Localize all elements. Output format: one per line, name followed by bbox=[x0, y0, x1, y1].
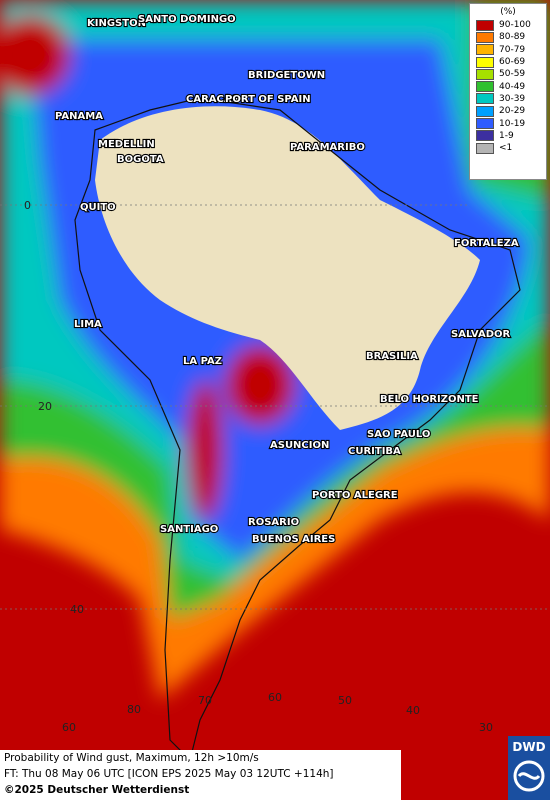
city-label: PORTO ALEGRE bbox=[312, 490, 398, 501]
legend-label: 10-19 bbox=[499, 118, 526, 129]
grid-label: 40 bbox=[406, 704, 420, 717]
legend-swatch bbox=[476, 81, 494, 93]
city-label: CARACAS bbox=[186, 94, 239, 105]
legend-label: 90-100 bbox=[499, 20, 531, 31]
legend-item: 10-19 bbox=[476, 117, 546, 130]
legend-label: 30-39 bbox=[499, 93, 526, 104]
legend-item: <1 bbox=[476, 142, 546, 154]
footer-line: FT: Thu 08 May 06 UTC [ICON EPS 2025 May… bbox=[4, 768, 334, 780]
legend-rows: 90-100 80-89 70-79 60-69 50-59 40-49 30-39 20-2… bbox=[470, 19, 546, 154]
city-label: BRIDGETOWN bbox=[248, 70, 325, 81]
city-label: ASUNCION bbox=[270, 440, 329, 451]
city-label: KINGSTON bbox=[87, 18, 146, 29]
footer: Probability of Wind gust, Maximum, 12h >… bbox=[0, 750, 401, 800]
copyright: ©2025 Deutscher Wetterdienst bbox=[4, 784, 190, 796]
city-label: BRASILIA bbox=[366, 351, 418, 362]
legend-swatch bbox=[476, 93, 494, 105]
grid-label: 50 bbox=[338, 694, 352, 707]
field-red bbox=[0, 15, 70, 95]
grid-label: 60 bbox=[268, 691, 282, 704]
city-label: LA PAZ bbox=[183, 356, 222, 367]
grid-label: 30 bbox=[479, 721, 493, 734]
legend-item: 30-39 bbox=[476, 93, 546, 105]
field-red bbox=[225, 345, 295, 425]
coastline bbox=[74, 97, 521, 762]
legend-item: 40-49 bbox=[476, 80, 546, 93]
land-low-probability bbox=[95, 106, 480, 430]
city-label: LIMA bbox=[74, 319, 102, 330]
city-label: PORT OF SPAIN bbox=[225, 94, 311, 105]
grid-label: 60 bbox=[62, 721, 76, 734]
city-label: SANTO DOMINGO bbox=[138, 14, 236, 25]
city-label: PARAMARIBO bbox=[290, 142, 365, 153]
city-label: SALVADOR bbox=[451, 329, 511, 340]
logo-text: DWD bbox=[512, 740, 546, 754]
legend-item: 80-89 bbox=[476, 31, 546, 43]
legend-item: 90-100 bbox=[476, 19, 546, 31]
legend-label: 50-59 bbox=[499, 69, 526, 80]
legend-label: 70-79 bbox=[499, 44, 526, 55]
legend-item: 70-79 bbox=[476, 44, 546, 56]
legend-label: 60-69 bbox=[499, 57, 526, 68]
city-label: ROSARIO bbox=[248, 517, 299, 528]
legend-swatch bbox=[476, 31, 494, 43]
grid-label: 70 bbox=[198, 694, 212, 707]
legend-label: 20-29 bbox=[499, 106, 526, 117]
grid-label: 80 bbox=[127, 703, 141, 716]
legend-item: 50-59 bbox=[476, 68, 546, 80]
field-red bbox=[187, 380, 223, 520]
city-label: MEDELLIN bbox=[98, 139, 155, 150]
legend-swatch bbox=[476, 130, 494, 142]
grid-label: 20 bbox=[38, 400, 52, 413]
legend-label: <1 bbox=[499, 143, 513, 154]
legend-title: (%) bbox=[500, 7, 516, 17]
city-label: BUENOS AIRES bbox=[252, 534, 335, 545]
city-label: SANTIAGO bbox=[160, 524, 218, 535]
city-label: CURITIBA bbox=[348, 446, 401, 457]
logo: DWD bbox=[508, 736, 550, 800]
legend-swatch bbox=[476, 118, 494, 130]
legend-swatch bbox=[476, 105, 494, 117]
legend-item: 60-69 bbox=[476, 56, 546, 68]
legend-label: 40-49 bbox=[499, 81, 526, 92]
legend-swatch bbox=[476, 44, 494, 56]
footer-line: Probability of Wind gust, Maximum, 12h >… bbox=[4, 752, 259, 764]
legend-label: 1-9 bbox=[499, 130, 514, 141]
legend-swatch bbox=[476, 142, 494, 154]
grid-label: 40 bbox=[70, 603, 84, 616]
legend-swatch bbox=[476, 56, 494, 68]
grid-label: 0 bbox=[24, 199, 31, 212]
graticule bbox=[0, 204, 550, 610]
legend-item: 20-29 bbox=[476, 105, 546, 117]
city-label: PANAMA bbox=[55, 111, 103, 122]
city-label: BOGOTA bbox=[117, 154, 164, 165]
legend-swatch bbox=[476, 19, 494, 31]
legend-item: 1-9 bbox=[476, 130, 546, 142]
legend: (%) 90-100 80-89 70-79 60-69 50-59 40-49 30-39… bbox=[469, 3, 547, 180]
legend-swatch bbox=[476, 68, 494, 80]
city-label: SAO PAULO bbox=[367, 429, 430, 440]
city-label: FORTALEZA bbox=[454, 238, 519, 249]
logo-icon bbox=[513, 760, 545, 792]
city-label: QUITO bbox=[80, 202, 116, 213]
city-label: BELO HORIZONTE bbox=[380, 394, 479, 405]
legend-label: 80-89 bbox=[499, 32, 526, 43]
